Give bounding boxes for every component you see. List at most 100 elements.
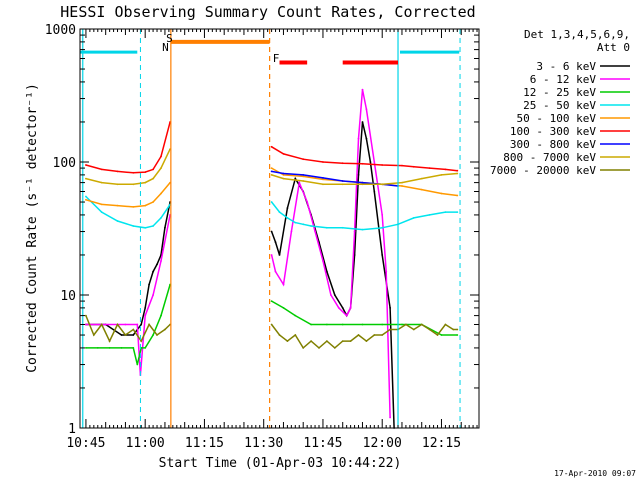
series-5-point [401, 185, 403, 187]
series-9-point [148, 323, 151, 326]
series-1-point [132, 334, 135, 336]
series-5-line-1 [85, 182, 171, 208]
series-6-point [428, 167, 431, 170]
series-9-point [456, 328, 459, 331]
flag-f-label: F [273, 52, 280, 65]
series-6-line-1 [85, 121, 171, 174]
series-1-point [357, 174, 360, 176]
series-2-point [314, 230, 316, 233]
series-3-point [108, 347, 111, 349]
series-9-point [164, 328, 166, 331]
series-1-point [373, 190, 376, 193]
series-2-point [85, 323, 87, 326]
series-5-point [282, 174, 285, 176]
series-9-point [428, 328, 431, 331]
series-2-point [270, 254, 273, 256]
series-9-point [116, 323, 119, 326]
series-3-point [282, 307, 285, 309]
series-2-point [330, 294, 332, 296]
series-8-point [270, 174, 273, 176]
series-2-point [290, 230, 293, 233]
series-6-point [302, 158, 305, 161]
timestamp: 17-Apr-2010 09:07 [554, 469, 636, 478]
series-2-point [322, 260, 324, 262]
series-3-point [310, 323, 312, 326]
series-1-point [152, 270, 155, 273]
series-4-point [116, 220, 119, 222]
series-9-point [156, 334, 158, 336]
series-3-point [96, 347, 99, 349]
series-1-point [286, 207, 289, 210]
series-9-point [357, 334, 360, 336]
series-8-point [116, 183, 119, 186]
legend-entry-label: 100 - 300 keV [510, 125, 596, 138]
series-9-point [436, 334, 439, 336]
series-3-point [270, 300, 273, 302]
series-4-point [412, 217, 415, 219]
series-2-point [298, 181, 301, 184]
series-4-point [270, 201, 273, 203]
series-6-point [116, 170, 119, 173]
series-9-point [85, 314, 87, 317]
series-8-point [440, 174, 443, 176]
series-6-point [456, 169, 459, 172]
series-4-point [361, 228, 364, 231]
series-3-point [85, 347, 87, 349]
series-1-point [140, 323, 143, 326]
series-9-point [140, 340, 143, 342]
legend-title-line-2: Att 0 [597, 41, 630, 54]
series-8-point [152, 177, 155, 180]
series-3-point [132, 347, 135, 349]
series-6-point [381, 164, 384, 166]
series-4-point [381, 226, 384, 229]
series-4-point [310, 225, 312, 227]
x-tick-label: 11:15 [185, 436, 224, 451]
series-5-point [302, 175, 305, 178]
series-9-point [294, 334, 297, 336]
y-tick-label: 100 [53, 156, 76, 171]
series-9-point [365, 340, 368, 342]
x-tick-label: 11:00 [126, 436, 165, 451]
series-5-point [160, 192, 162, 195]
series-9-point [108, 340, 111, 342]
series-9-point [333, 347, 336, 349]
series-3-point [440, 334, 443, 336]
series-4-line-1 [85, 195, 171, 229]
series-2-point [381, 214, 384, 216]
series-1-point [148, 283, 151, 286]
series-4-point [160, 217, 162, 219]
series-9-point [270, 323, 273, 326]
series-8-point [85, 177, 87, 180]
series-2-point [385, 270, 388, 273]
series-1-point [353, 254, 356, 256]
series-9-point [310, 340, 312, 342]
series-9-point [452, 328, 455, 331]
x-tick-label: 11:45 [303, 436, 342, 451]
series-1-point [274, 241, 277, 244]
series-3-point [294, 314, 297, 317]
series-2-point [274, 270, 277, 273]
series-6-point [361, 162, 364, 165]
series-4-point [341, 226, 344, 229]
series-3-point [401, 323, 403, 326]
series-9-point [278, 334, 281, 336]
flag-layer: SN F [80, 29, 461, 428]
series-7-point [322, 177, 324, 179]
series-9-point [444, 323, 447, 326]
series-1 [85, 121, 395, 429]
series-4-point [326, 226, 328, 229]
chart-title: HESSI Observing Summary Count Rates, Cor… [60, 3, 475, 21]
series-6-point [144, 171, 147, 174]
y-tick-label: 1 [68, 422, 76, 437]
series-8-point [160, 167, 162, 170]
flag-s-label: S [166, 32, 173, 45]
series-9-point [412, 328, 415, 331]
series-4-point [152, 225, 155, 227]
series-4-point [132, 225, 135, 227]
axis-layer: 10:45 11:00 11:15 11:30 11:45 12:00 12:15 1 10 10… [45, 23, 479, 451]
series-5-point [270, 167, 273, 170]
series-8-point [456, 172, 459, 175]
series-4-point [286, 217, 289, 219]
x-tick-label: 12:00 [363, 436, 402, 451]
series-3-point [361, 323, 364, 326]
